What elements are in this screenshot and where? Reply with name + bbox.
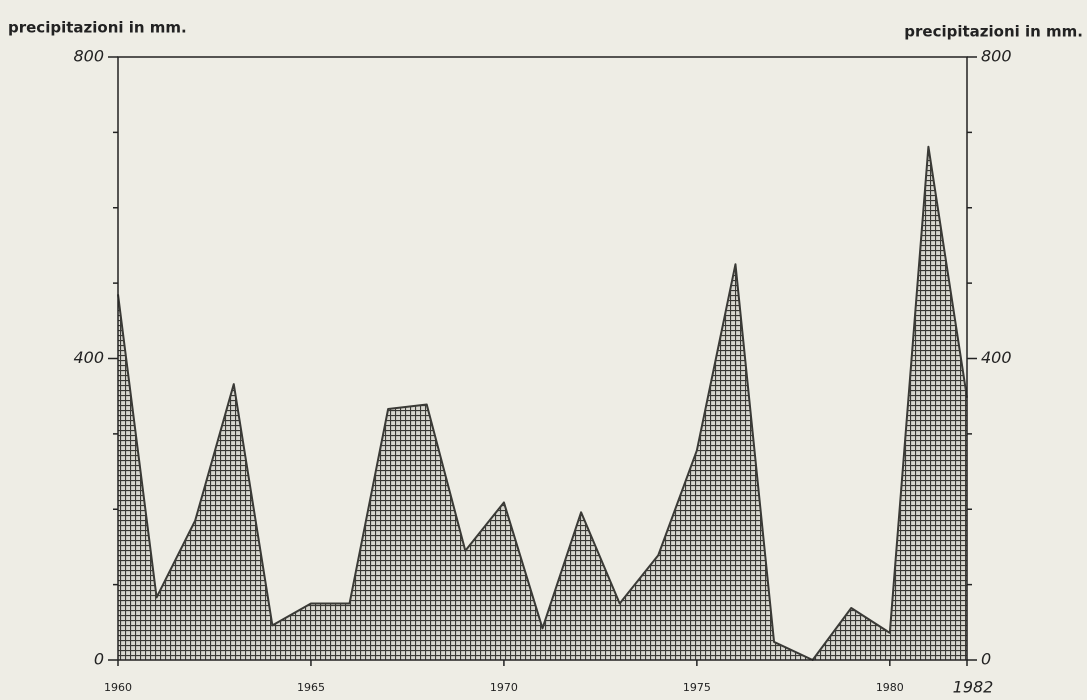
- y2-tick-label: 800: [981, 47, 1012, 66]
- y-tick-label: 400: [73, 348, 104, 367]
- x-tick-label: 1980: [876, 681, 904, 694]
- y2-tick-label: 400: [981, 348, 1012, 367]
- x-tick-label: 1975: [683, 681, 711, 694]
- y-tick-label: 0: [94, 650, 104, 669]
- area-line: [117, 145, 968, 661]
- y2-tick-label: 0: [981, 650, 991, 669]
- x-tick-label: 1960: [104, 681, 132, 694]
- area-fill: [118, 146, 967, 661]
- y-axis-label: precipitazioni in mm.: [8, 19, 187, 37]
- y2-axis-label: precipitazioni in mm.: [904, 23, 1083, 41]
- x-tick-label: 1965: [297, 681, 325, 694]
- y-tick-label: 800: [73, 47, 104, 66]
- x-tick-label: 1970: [490, 681, 518, 694]
- x-tick-label: 1982: [953, 678, 994, 697]
